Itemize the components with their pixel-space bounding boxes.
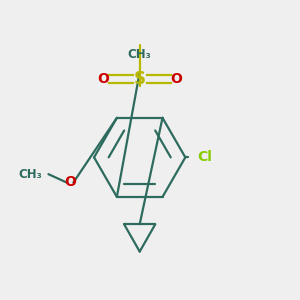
- Text: CH₃: CH₃: [19, 168, 43, 181]
- Text: O: O: [64, 176, 76, 189]
- Text: S: S: [134, 70, 146, 88]
- Text: CH₃: CH₃: [128, 48, 152, 62]
- Text: Cl: Cl: [197, 150, 212, 164]
- Text: O: O: [171, 72, 182, 86]
- Text: O: O: [97, 72, 109, 86]
